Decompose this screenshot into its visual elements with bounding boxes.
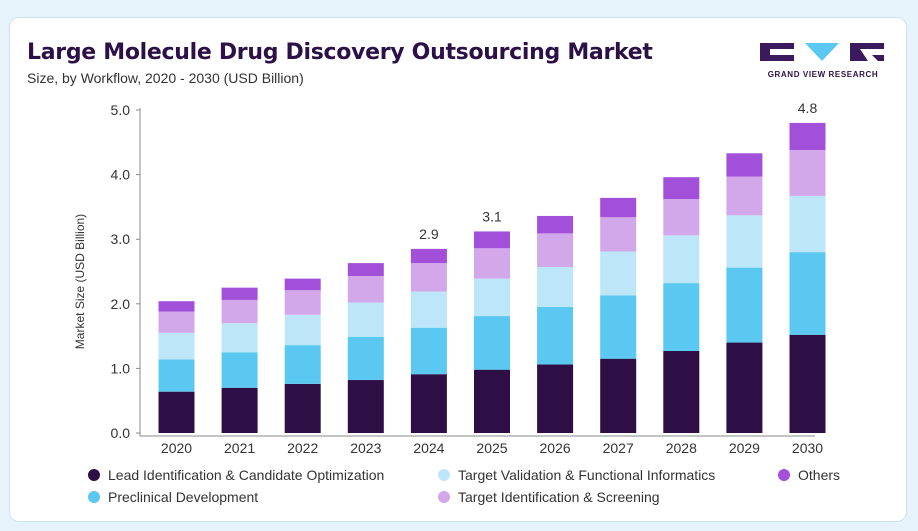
x-tick-label: 2025 — [476, 440, 507, 456]
x-tick-label: 2028 — [666, 440, 697, 456]
bar-segment-2026-s0 — [537, 364, 574, 433]
legend-item-target-validation: Target Validation & Functional Informati… — [438, 467, 778, 483]
x-tick-label: 2027 — [603, 440, 634, 456]
bar-segment-2020-s3 — [158, 311, 195, 333]
bar-segment-2030-s0 — [789, 334, 826, 433]
bar-segment-2022-s3 — [284, 290, 321, 315]
bar-segment-2026-s2 — [537, 266, 574, 308]
bar-segment-2021-s4 — [221, 287, 258, 300]
bar-segment-2021-s1 — [221, 352, 258, 388]
x-tick-label: 2020 — [161, 440, 192, 456]
legend-item-lead-identification: Lead Identification & Candidate Optimiza… — [88, 467, 438, 483]
bar-segment-2024-s1 — [410, 327, 447, 375]
legend-swatch-target-identification — [438, 491, 450, 503]
logo-text: GRAND VIEW RESEARCH — [767, 70, 879, 79]
bar-segment-2023-s0 — [347, 380, 384, 433]
x-tick-label: 2023 — [350, 440, 381, 456]
bar-segment-2027-s3 — [600, 217, 637, 252]
bar-segment-2022-s0 — [284, 383, 321, 433]
bar-segment-2029-s1 — [726, 267, 763, 343]
legend-swatch-target-validation — [438, 469, 450, 481]
bar-segment-2027-s1 — [600, 295, 637, 359]
bar-segment-2025-s1 — [474, 316, 510, 370]
y-tick-label: 4.0 — [111, 167, 131, 183]
bar-segment-2020-s2 — [158, 332, 195, 360]
x-tick-label: 2029 — [729, 440, 760, 456]
bar-segment-2021-s2 — [221, 323, 258, 353]
bar-segment-2027-s4 — [600, 197, 637, 218]
grand-view-research-logo-icon — [760, 43, 884, 61]
bar-segment-2025-s2 — [474, 278, 510, 317]
bar-segment-2026-s1 — [537, 307, 574, 365]
legend-swatch-preclinical — [88, 491, 100, 503]
bar-segment-2024-s4 — [410, 248, 447, 264]
bar-segment-2024-s3 — [410, 263, 447, 292]
legend-item-others: Others — [778, 467, 878, 483]
y-tick-label: 2.0 — [111, 296, 131, 312]
legend-label: Others — [798, 467, 841, 483]
bar-segment-2028-s0 — [663, 350, 700, 433]
x-tick-label: 2024 — [413, 440, 444, 456]
bar-segment-2020-s1 — [158, 359, 195, 392]
bar-segment-2022-s1 — [284, 345, 321, 384]
bar-segment-2029-s3 — [726, 176, 763, 216]
bar-segment-2024-s0 — [410, 374, 447, 433]
bar-segment-2025-s3 — [474, 248, 510, 279]
bar-segment-2021-s3 — [221, 299, 258, 324]
bar-segment-2022-s4 — [284, 278, 321, 291]
bar-segment-2030-s2 — [789, 195, 826, 253]
chart-title: Large Molecule Drug Discovery Outsourcin… — [27, 40, 653, 65]
total-data-label-2025: 3.1 — [482, 208, 502, 224]
bar-segment-2023-s2 — [347, 302, 384, 337]
bar-segment-2023-s4 — [347, 263, 384, 277]
bar-segment-2028-s2 — [663, 235, 700, 284]
bar-segment-2026-s3 — [537, 233, 574, 267]
total-data-label-2030: 4.8 — [798, 100, 818, 116]
bar-segment-2023-s3 — [347, 276, 384, 303]
bar-segment-2025-s0 — [474, 369, 510, 433]
x-tick-label: 2022 — [287, 440, 318, 456]
bar-segment-2028-s1 — [663, 283, 700, 351]
bar-segment-2027-s2 — [600, 251, 637, 296]
y-axis-label: Market Size (USD Billion) — [73, 214, 87, 349]
legend-item-preclinical: Preclinical Development — [88, 489, 438, 505]
x-tick-label: 2021 — [224, 440, 255, 456]
bar-segment-2022-s2 — [284, 314, 321, 346]
legend-label: Lead Identification & Candidate Optimiza… — [108, 467, 385, 483]
chart-subtitle: Size, by Workflow, 2020 - 2030 (USD Bill… — [27, 70, 304, 86]
bar-segment-2029-s4 — [726, 153, 763, 177]
bar-segment-2027-s0 — [600, 358, 637, 433]
bar-segment-2029-s0 — [726, 342, 763, 433]
bar-segment-2030-s1 — [789, 252, 826, 335]
y-tick-label: 1.0 — [111, 360, 131, 376]
legend-label: Target Validation & Functional Informati… — [458, 467, 716, 483]
y-tick-label: 0.0 — [111, 425, 131, 441]
bar-segment-2025-s4 — [474, 231, 510, 249]
bar-segment-2029-s2 — [726, 215, 763, 268]
legend-label: Preclinical Development — [108, 489, 259, 505]
legend-label: Target Identification & Screening — [458, 489, 660, 505]
x-tick-label: 2030 — [792, 440, 823, 456]
y-tick-label: 5.0 — [111, 102, 131, 118]
bar-segment-2020-s0 — [158, 391, 195, 433]
bar-segment-2024-s2 — [410, 291, 447, 328]
bar-segment-2028-s4 — [663, 177, 700, 200]
bar-segment-2023-s1 — [347, 336, 384, 381]
bar-segment-2030-s3 — [789, 150, 826, 196]
legend-swatch-others — [778, 469, 790, 481]
bar-segment-2021-s0 — [221, 387, 258, 433]
x-tick-label: 2026 — [540, 440, 571, 456]
chart-legend: Lead Identification & Candidate Optimiza… — [88, 467, 888, 505]
bar-segment-2020-s4 — [158, 301, 195, 312]
legend-swatch-lead-identification — [88, 469, 100, 481]
total-data-label-2024: 2.9 — [419, 226, 439, 242]
y-tick-label: 3.0 — [111, 231, 131, 247]
legend-item-target-identification: Target Identification & Screening — [438, 489, 778, 505]
bar-segment-2030-s4 — [789, 122, 826, 151]
bar-segment-2028-s3 — [663, 199, 700, 236]
bar-segment-2026-s4 — [537, 215, 574, 234]
